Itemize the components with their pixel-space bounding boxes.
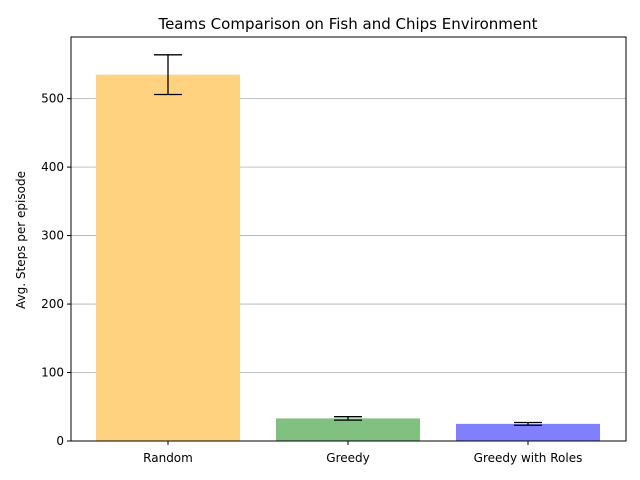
- y-tick-label: 400: [41, 160, 64, 174]
- error-bars: [154, 54, 542, 426]
- y-tick-label: 200: [41, 297, 64, 311]
- x-tick-label: Random: [143, 451, 193, 465]
- bars: [96, 74, 600, 442]
- x-tick-label: Greedy: [326, 451, 369, 465]
- y-tick-label: 100: [41, 366, 64, 380]
- y-axis-ticks: 0 100 200 300 400 500: [41, 92, 71, 448]
- y-tick-label: 500: [41, 92, 64, 106]
- y-tick-label: 0: [56, 434, 64, 448]
- x-tick-label: Greedy with Roles: [474, 451, 583, 465]
- bar: [96, 74, 240, 442]
- y-axis-label: Avg. Steps per episode: [14, 171, 28, 309]
- bar: [456, 423, 600, 441]
- y-tick-label: 300: [41, 229, 64, 243]
- chart-title: Teams Comparison on Fish and Chips Envir…: [157, 15, 537, 33]
- bar: [276, 418, 420, 441]
- x-axis-ticks: Random Greedy Greedy with Roles: [143, 441, 582, 465]
